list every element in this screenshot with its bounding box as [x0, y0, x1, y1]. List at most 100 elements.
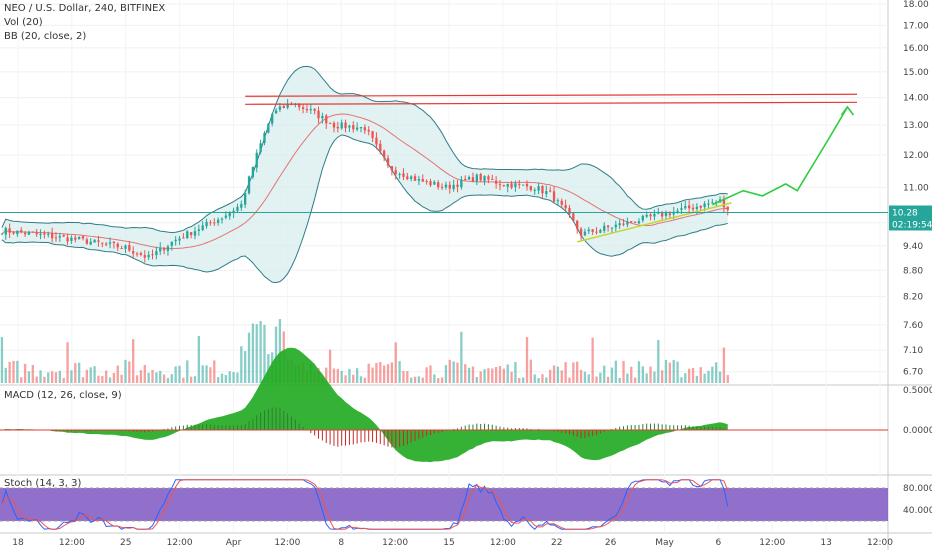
candle-body: [444, 184, 448, 188]
candle-body: [641, 215, 644, 221]
volume-bar: [707, 370, 710, 383]
candle-body: [448, 184, 451, 189]
time-tick-label: 25: [120, 538, 131, 548]
candle-body: [332, 122, 336, 128]
volume-bar: [506, 364, 509, 383]
candle-body: [166, 246, 170, 251]
volume-bar: [139, 370, 143, 383]
candle-body: [321, 115, 324, 119]
candle-body: [660, 212, 664, 217]
volume-bar: [77, 362, 81, 383]
volume-bar: [135, 375, 139, 383]
candle-body: [0, 233, 4, 235]
candle-body: [556, 200, 560, 202]
candle-body: [726, 206, 729, 211]
candle-body: [112, 241, 116, 244]
volume-bar: [699, 367, 702, 383]
candle-body: [193, 231, 197, 236]
candle-body: [317, 110, 320, 119]
resistance-lower-line: [245, 101, 858, 105]
volume-bar: [444, 365, 448, 383]
candle-body: [182, 237, 185, 239]
volume-bar: [722, 347, 726, 383]
stoch-band: [0, 488, 888, 521]
candle-body: [352, 125, 355, 130]
volume-bar: [93, 366, 96, 383]
current-price-label: 10.28: [892, 208, 918, 218]
volume-bar: [483, 369, 486, 383]
candle-body: [336, 126, 339, 129]
candle-body: [186, 231, 189, 239]
volume-bar: [641, 366, 644, 383]
candle-body: [437, 182, 440, 188]
candle-body: [672, 211, 675, 215]
candle-body: [564, 205, 567, 209]
candle-body: [695, 206, 699, 209]
volume-bar: [259, 321, 262, 383]
candle-body: [467, 177, 471, 180]
candle-body: [247, 176, 251, 194]
volume-bar: [525, 337, 529, 383]
candle-body: [363, 127, 367, 131]
volume-bar: [568, 377, 571, 383]
time-tick-label: 15: [443, 538, 454, 548]
candle-body: [367, 129, 370, 132]
candle-body: [251, 167, 255, 178]
volume-bar: [66, 342, 69, 383]
volume-bar: [151, 369, 154, 383]
candle-body: [549, 190, 552, 192]
volume-bar: [448, 359, 451, 383]
candle-body: [664, 212, 668, 216]
candle-body: [371, 131, 374, 139]
volume-bar: [649, 366, 652, 383]
volume-bar: [278, 319, 282, 383]
volume-bar: [81, 377, 85, 383]
candle-body: [668, 213, 672, 216]
candle-body: [722, 198, 726, 208]
support-trendline: [577, 202, 732, 243]
volume-bar: [572, 362, 575, 383]
volume-bar: [521, 377, 525, 383]
candle-body: [572, 213, 575, 221]
candle-body: [325, 115, 328, 124]
candle-body: [344, 122, 347, 129]
volume-bar: [224, 375, 228, 383]
main-legend: NEO / U.S. Dollar, 240, BITFINEX Vol (20…: [4, 2, 165, 44]
volume-bar: [62, 378, 65, 383]
volume-bar: [718, 371, 722, 383]
candle-body: [711, 202, 714, 204]
volume-bar: [352, 374, 355, 383]
volume-bar: [355, 368, 359, 383]
time-tick-label: 22: [551, 538, 562, 548]
candle-body: [614, 224, 617, 228]
volume-bar: [440, 377, 444, 383]
volume-bar: [12, 360, 15, 383]
volume-bar: [197, 335, 200, 383]
candle-body: [475, 174, 478, 182]
candle-body: [394, 170, 397, 175]
candle-body: [66, 237, 69, 242]
volume-legend: Vol (20): [4, 17, 43, 28]
price-tick-label: 7.60: [903, 321, 923, 331]
candle-body: [440, 186, 444, 188]
candle-body: [340, 122, 343, 129]
candle-body: [479, 174, 482, 181]
volume-bar: [498, 366, 502, 383]
candle-body: [151, 254, 154, 256]
volume-bar: [599, 372, 602, 383]
volume-bar: [170, 374, 173, 383]
volume-bar: [637, 361, 641, 383]
bb-legend: BB (20, close, 2): [4, 31, 87, 42]
candle-body: [197, 229, 200, 231]
price-tick-label: 7.10: [903, 346, 923, 356]
candle-body: [398, 174, 401, 176]
volume-bar: [464, 364, 467, 383]
candle-body: [529, 186, 533, 191]
volume-bar: [695, 375, 699, 383]
candle-body: [645, 214, 648, 217]
candle-body: [491, 178, 494, 180]
candle-body: [402, 173, 405, 177]
